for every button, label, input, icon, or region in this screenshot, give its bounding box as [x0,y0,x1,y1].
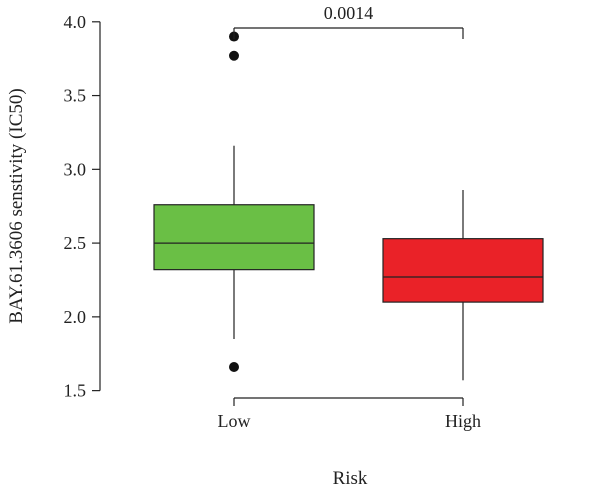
x-axis: Low High [218,397,481,431]
iqr-box [382,238,544,303]
x-tick-label: Low [218,411,251,431]
outlier-point [229,50,239,61]
outlier-point [229,362,239,373]
y-axis-title: BAY.61.3606 senstivity (IC50) [6,88,27,323]
y-axis: 1.5 2.0 2.5 3.0 3.5 4.0 [64,12,101,401]
box-low [153,31,315,373]
x-axis-title: Risk [333,468,368,489]
significance-annotation: 0.0014 [233,3,464,39]
y-tick-label: 2.5 [64,233,87,253]
box-high [382,189,544,381]
iqr-box [153,204,315,271]
y-tick-label: 3.5 [64,86,87,106]
y-tick-label: 2.0 [64,307,87,327]
y-tick-label: 1.5 [64,381,87,401]
p-value-label: 0.0014 [324,3,374,23]
y-tick-label: 4.0 [64,12,87,32]
boxes [153,31,544,381]
x-tick-label: High [445,411,481,431]
y-tick-label: 3.0 [64,159,87,179]
